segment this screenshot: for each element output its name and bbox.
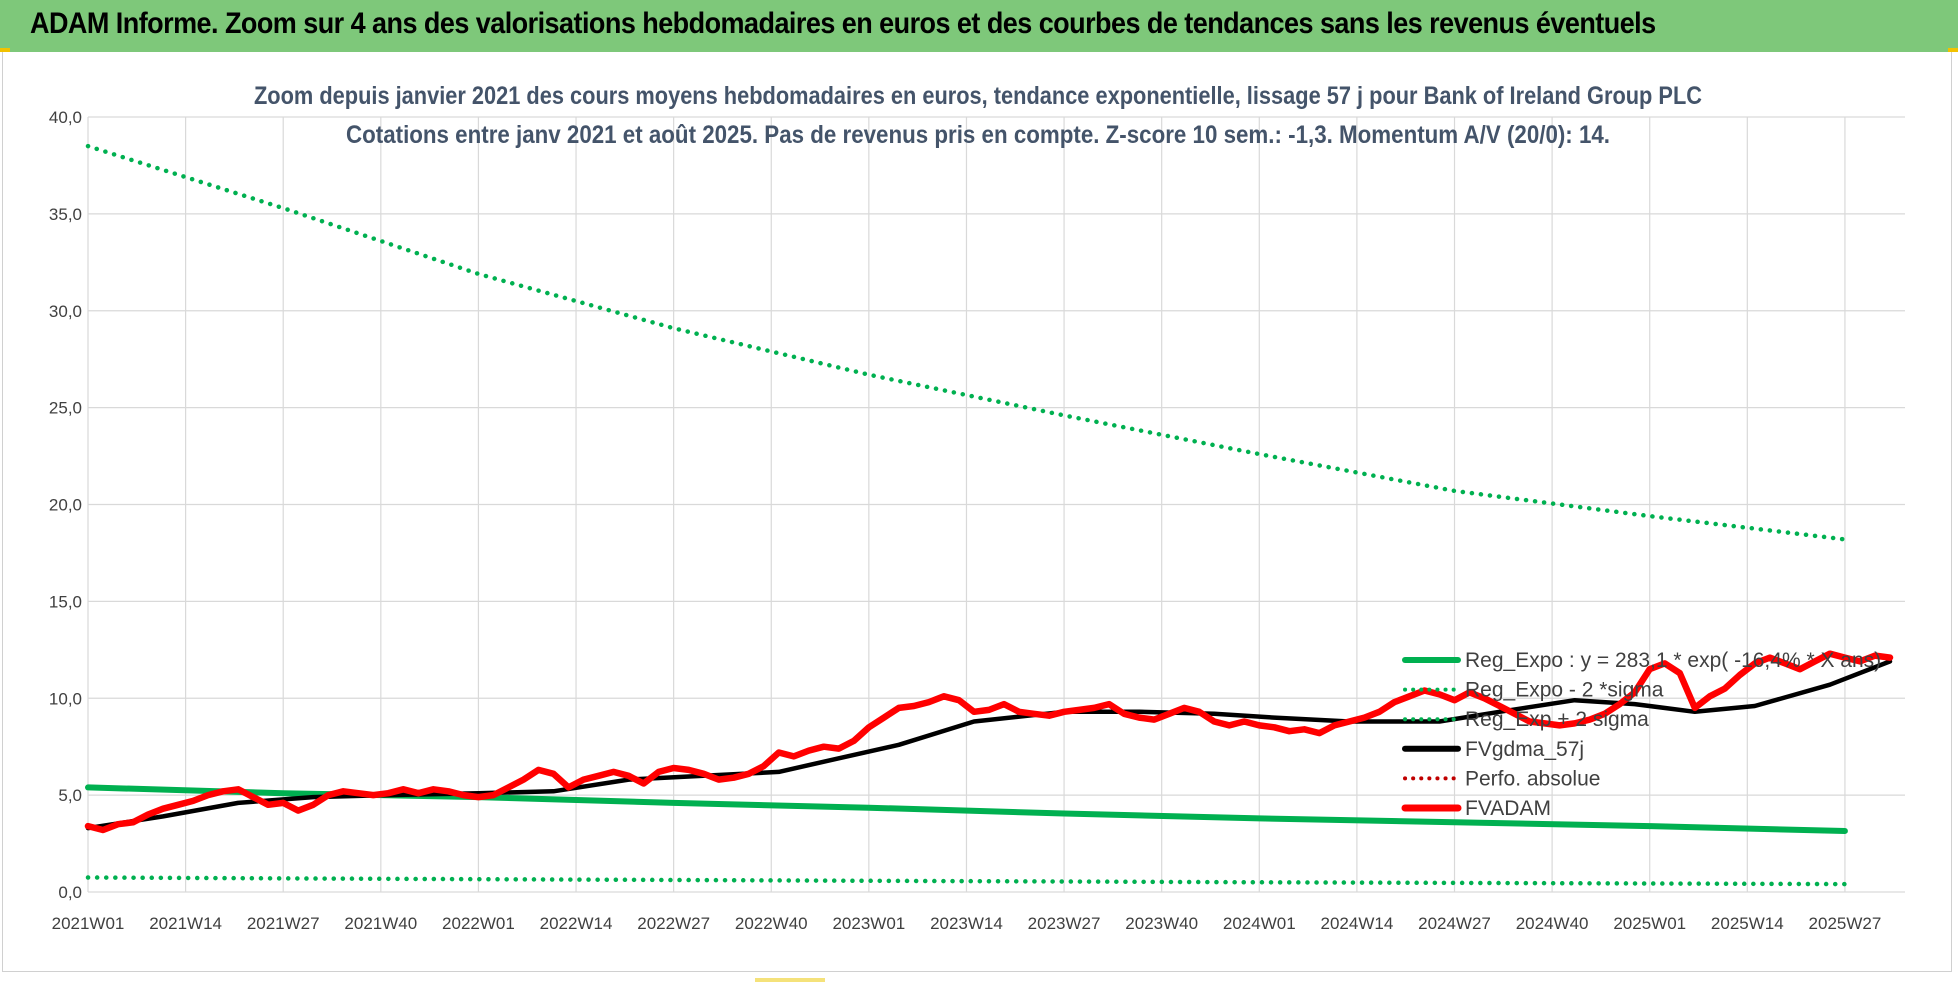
- legend-label-5: FVADAM: [1465, 797, 1551, 820]
- x-tick-label: 2024W14: [1321, 914, 1394, 933]
- x-tick-label: 2021W27: [247, 914, 320, 933]
- y-tick-label: 40,0: [49, 108, 82, 127]
- legend-label-3: FVgdma_57j: [1465, 738, 1584, 761]
- x-tick-label: 2024W27: [1418, 914, 1491, 933]
- x-tick-label: 2025W01: [1613, 914, 1686, 933]
- x-tick-label: 2023W01: [832, 914, 905, 933]
- x-tick-label: 2022W01: [442, 914, 515, 933]
- frame-accent-bottom: [755, 978, 825, 982]
- x-tick-label: 2022W14: [540, 914, 613, 933]
- x-tick-label: 2022W27: [637, 914, 710, 933]
- banner-accent-left: [0, 48, 10, 52]
- y-tick-label: 30,0: [49, 302, 82, 321]
- series-line-1: [85, 875, 1848, 887]
- y-tick-label: 0,0: [58, 883, 82, 902]
- y-tick-label: 15,0: [49, 592, 82, 611]
- banner-title: ADAM Informe. Zoom sur 4 ans des valoris…: [30, 7, 1656, 40]
- x-tick-label: 2021W14: [149, 914, 222, 933]
- legend-label-0: Reg_Expo : y = 283,1 * exp( -16,4% * X a…: [1465, 649, 1881, 672]
- legend-label-4: Perfo. absolue: [1465, 767, 1600, 790]
- legend-label-1: Reg_Expo - 2 *sigma: [1465, 679, 1664, 702]
- y-tick-label: 25,0: [49, 399, 82, 418]
- x-tick-label: 2023W14: [930, 914, 1003, 933]
- y-tick-label: 35,0: [49, 205, 82, 224]
- series-line-5: [84, 650, 1894, 834]
- x-tick-label: 2021W40: [344, 914, 417, 933]
- legend: Reg_Expo : y = 283,1 * exp( -16,4% * X a…: [1401, 649, 1881, 820]
- x-tick-label: 2023W27: [1028, 914, 1101, 933]
- report-banner: ADAM Informe. Zoom sur 4 ans des valoris…: [0, 0, 1958, 52]
- x-tick-label: 2023W40: [1125, 914, 1198, 933]
- x-tick-label: 2024W01: [1223, 914, 1296, 933]
- series-layer: [84, 143, 1894, 887]
- banner-accent-right: [1948, 48, 1958, 52]
- chart-title-line-1: Zoom depuis janvier 2021 des cours moyen…: [254, 82, 1702, 110]
- chart-title-line-2: Cotations entre janv 2021 et août 2025. …: [346, 121, 1610, 149]
- x-tick-label: 2025W27: [1809, 914, 1882, 933]
- series-line-2: [85, 143, 1848, 542]
- x-tick-label: 2021W01: [52, 914, 125, 933]
- x-tick-label: 2024W40: [1516, 914, 1589, 933]
- y-tick-label: 5,0: [58, 786, 82, 805]
- y-axis: 0,0 5,0 10,0 15,0 20,0 25,0 30,0 35,0 40,0: [49, 108, 82, 902]
- grid: [87, 116, 1905, 893]
- x-axis: 2021W01 2021W14 2021W27 2021W40 2022W01 2022W…: [52, 914, 1882, 933]
- x-tick-label: 2025W14: [1711, 914, 1784, 933]
- legend-label-2: Reg_Exp + 2 sigma: [1465, 708, 1649, 731]
- y-tick-label: 10,0: [49, 689, 82, 708]
- y-tick-label: 20,0: [49, 496, 82, 515]
- x-tick-label: 2022W40: [735, 914, 808, 933]
- chart-frame: [2, 52, 1952, 972]
